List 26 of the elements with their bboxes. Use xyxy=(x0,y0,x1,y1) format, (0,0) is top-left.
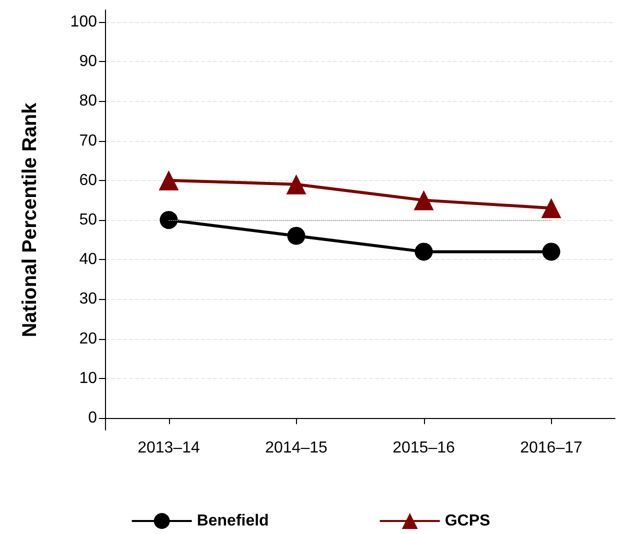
x-tick-label: 2015–16 xyxy=(392,440,455,456)
y-tick-label: 80 xyxy=(79,92,98,110)
point xyxy=(414,242,433,261)
y-axis-title: National Percentile Rank xyxy=(19,102,41,338)
point xyxy=(160,211,178,229)
y-tick-label: 70 xyxy=(79,132,98,150)
y-tick-label: 10 xyxy=(79,370,98,387)
point xyxy=(287,226,306,245)
y-tick-label: 30 xyxy=(79,290,98,308)
point xyxy=(158,170,179,190)
y-tick-label: 100 xyxy=(70,13,98,30)
y-tick-label: 40 xyxy=(79,251,98,268)
legend-label: Benefield xyxy=(196,512,269,530)
point xyxy=(414,190,434,210)
y-tick-label: 90 xyxy=(79,53,98,70)
point xyxy=(541,198,562,218)
x-tick-label: 2014–15 xyxy=(265,440,328,456)
point xyxy=(542,242,560,261)
y-tick-label: 20 xyxy=(79,330,98,348)
y-tick-label: 60 xyxy=(79,172,98,189)
legend-label: GCPS xyxy=(444,512,491,530)
point xyxy=(286,174,306,194)
x-tick-label: 2013–14 xyxy=(138,440,200,456)
x-tick-label: 2016–17 xyxy=(520,440,582,456)
y-tick-label: 50 xyxy=(79,212,98,228)
y-tick-label: 0 xyxy=(88,410,98,427)
